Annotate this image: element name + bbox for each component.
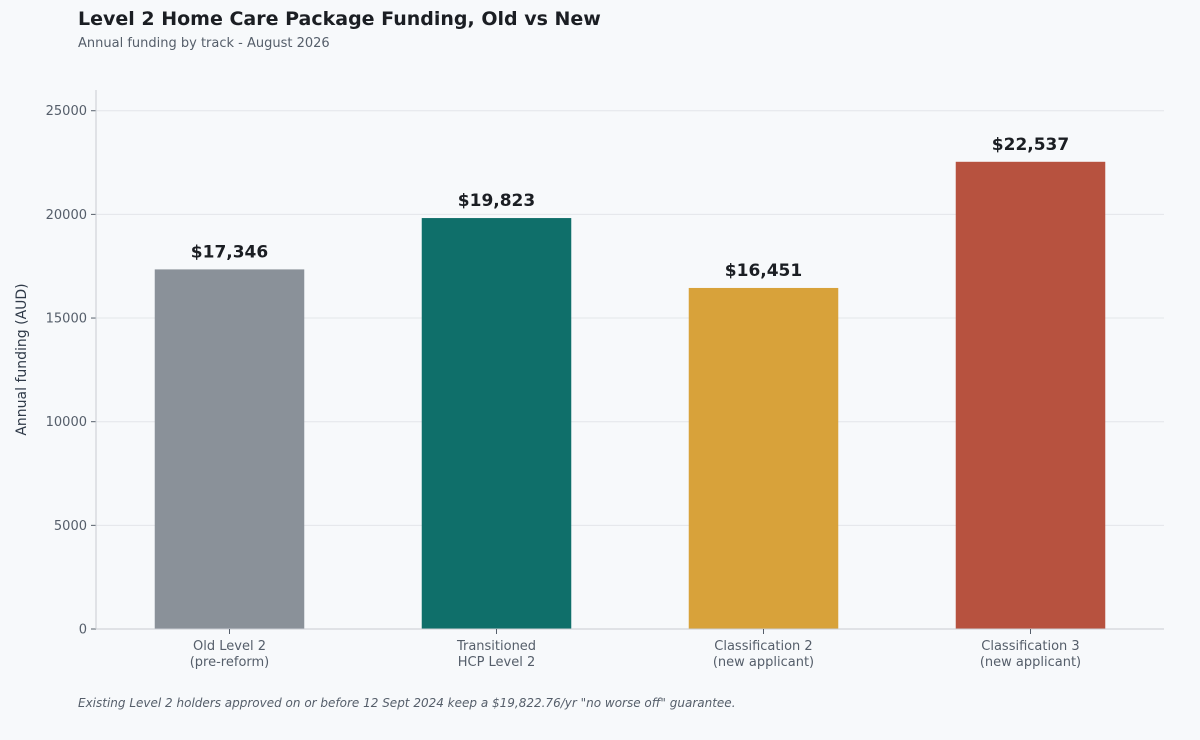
y-axis-title: Annual funding (AUD) — [14, 283, 30, 435]
data-label: $17,346 — [191, 242, 268, 262]
y-tick-label: 20000 — [46, 208, 87, 223]
y-tick-label: 25000 — [46, 104, 87, 119]
bar — [955, 161, 1106, 629]
y-tick-label: 0 — [79, 623, 87, 638]
chart-title: Level 2 Home Care Package Funding, Old v… — [78, 8, 601, 30]
y-tick-label: 15000 — [46, 312, 87, 327]
bars — [154, 161, 1106, 629]
x-tick-label: Classification 3 (new applicant) — [980, 639, 1081, 670]
data-label: $22,537 — [992, 135, 1069, 155]
bar — [421, 218, 572, 629]
axes — [91, 90, 1164, 634]
y-tick-label: 10000 — [46, 415, 87, 430]
x-tick-label: Old Level 2 (pre-reform) — [190, 639, 270, 670]
chart-subtitle: Annual funding by track - August 2026 — [78, 36, 330, 51]
data-label: $19,823 — [458, 191, 535, 211]
y-tick-label: 5000 — [54, 519, 87, 534]
bar — [688, 287, 839, 629]
bar — [154, 269, 305, 629]
x-tick-label: Transitioned HCP Level 2 — [456, 639, 536, 670]
labels: 0 5000 10000 15000 20000 25000 $17,346 Old Leve… — [14, 104, 1081, 670]
data-label: $16,451 — [725, 261, 802, 281]
x-tick-label: Classification 2 (new applicant) — [713, 639, 814, 670]
footnote: Existing Level 2 holders approved on or … — [78, 696, 736, 710]
